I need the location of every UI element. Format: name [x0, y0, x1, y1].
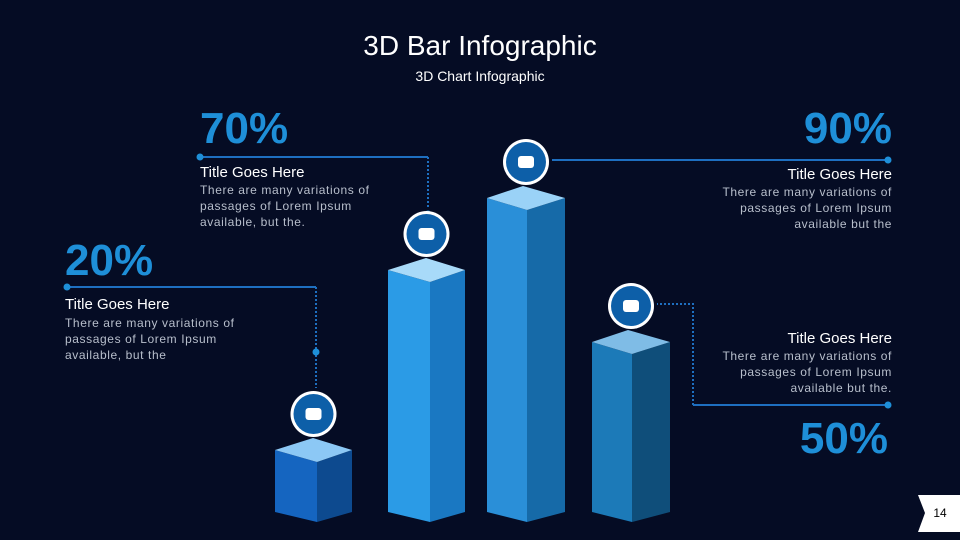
bar [275, 438, 352, 522]
bar-top [592, 330, 670, 354]
dot [884, 156, 892, 164]
page-badge [918, 495, 960, 532]
icon-glyph [518, 156, 534, 168]
dot [884, 401, 892, 409]
bar-right-face [430, 270, 465, 522]
item-title: Title Goes Here [787, 166, 892, 183]
bar [388, 258, 465, 522]
subtitle: 3D Chart Infographic [415, 68, 545, 84]
bar-left-face [592, 342, 632, 522]
item-text: There are many variations of passages of… [65, 316, 235, 362]
bar [592, 330, 670, 522]
item-text: There are many variations of passages of… [722, 349, 892, 395]
icon-glyph [305, 408, 322, 420]
bar-right-face [632, 342, 670, 522]
connector-dots [63, 153, 892, 409]
bar-left-face [487, 198, 527, 522]
value-label: 90% [803, 104, 892, 153]
bar-left-face [275, 450, 317, 522]
icon-glyph [418, 228, 435, 240]
bar-right-face [317, 450, 352, 522]
bar-right-face [527, 198, 565, 522]
bar [487, 186, 565, 522]
title: 3D Bar Infographic [363, 30, 597, 61]
value-label: 50% [799, 414, 888, 463]
bar-top [388, 258, 465, 282]
value-label: 20% [65, 236, 154, 285]
dot [63, 283, 71, 291]
dot [196, 153, 204, 161]
item-title: Title Goes Here [200, 164, 305, 181]
bar-left-face [388, 270, 430, 522]
item-text: There are many variations of passages of… [722, 185, 892, 231]
item-title: Title Goes Here [787, 330, 892, 347]
bar-top [487, 186, 565, 210]
icon-glyph [623, 300, 639, 312]
dot [312, 348, 320, 356]
item-text: There are many variations of passages of… [200, 183, 370, 229]
value-label: 70% [200, 104, 289, 153]
page-number: 14 [933, 506, 947, 520]
bar-top [275, 438, 352, 462]
connector [657, 303, 694, 405]
connectors [67, 156, 888, 406]
item-title: Title Goes Here [65, 296, 170, 313]
